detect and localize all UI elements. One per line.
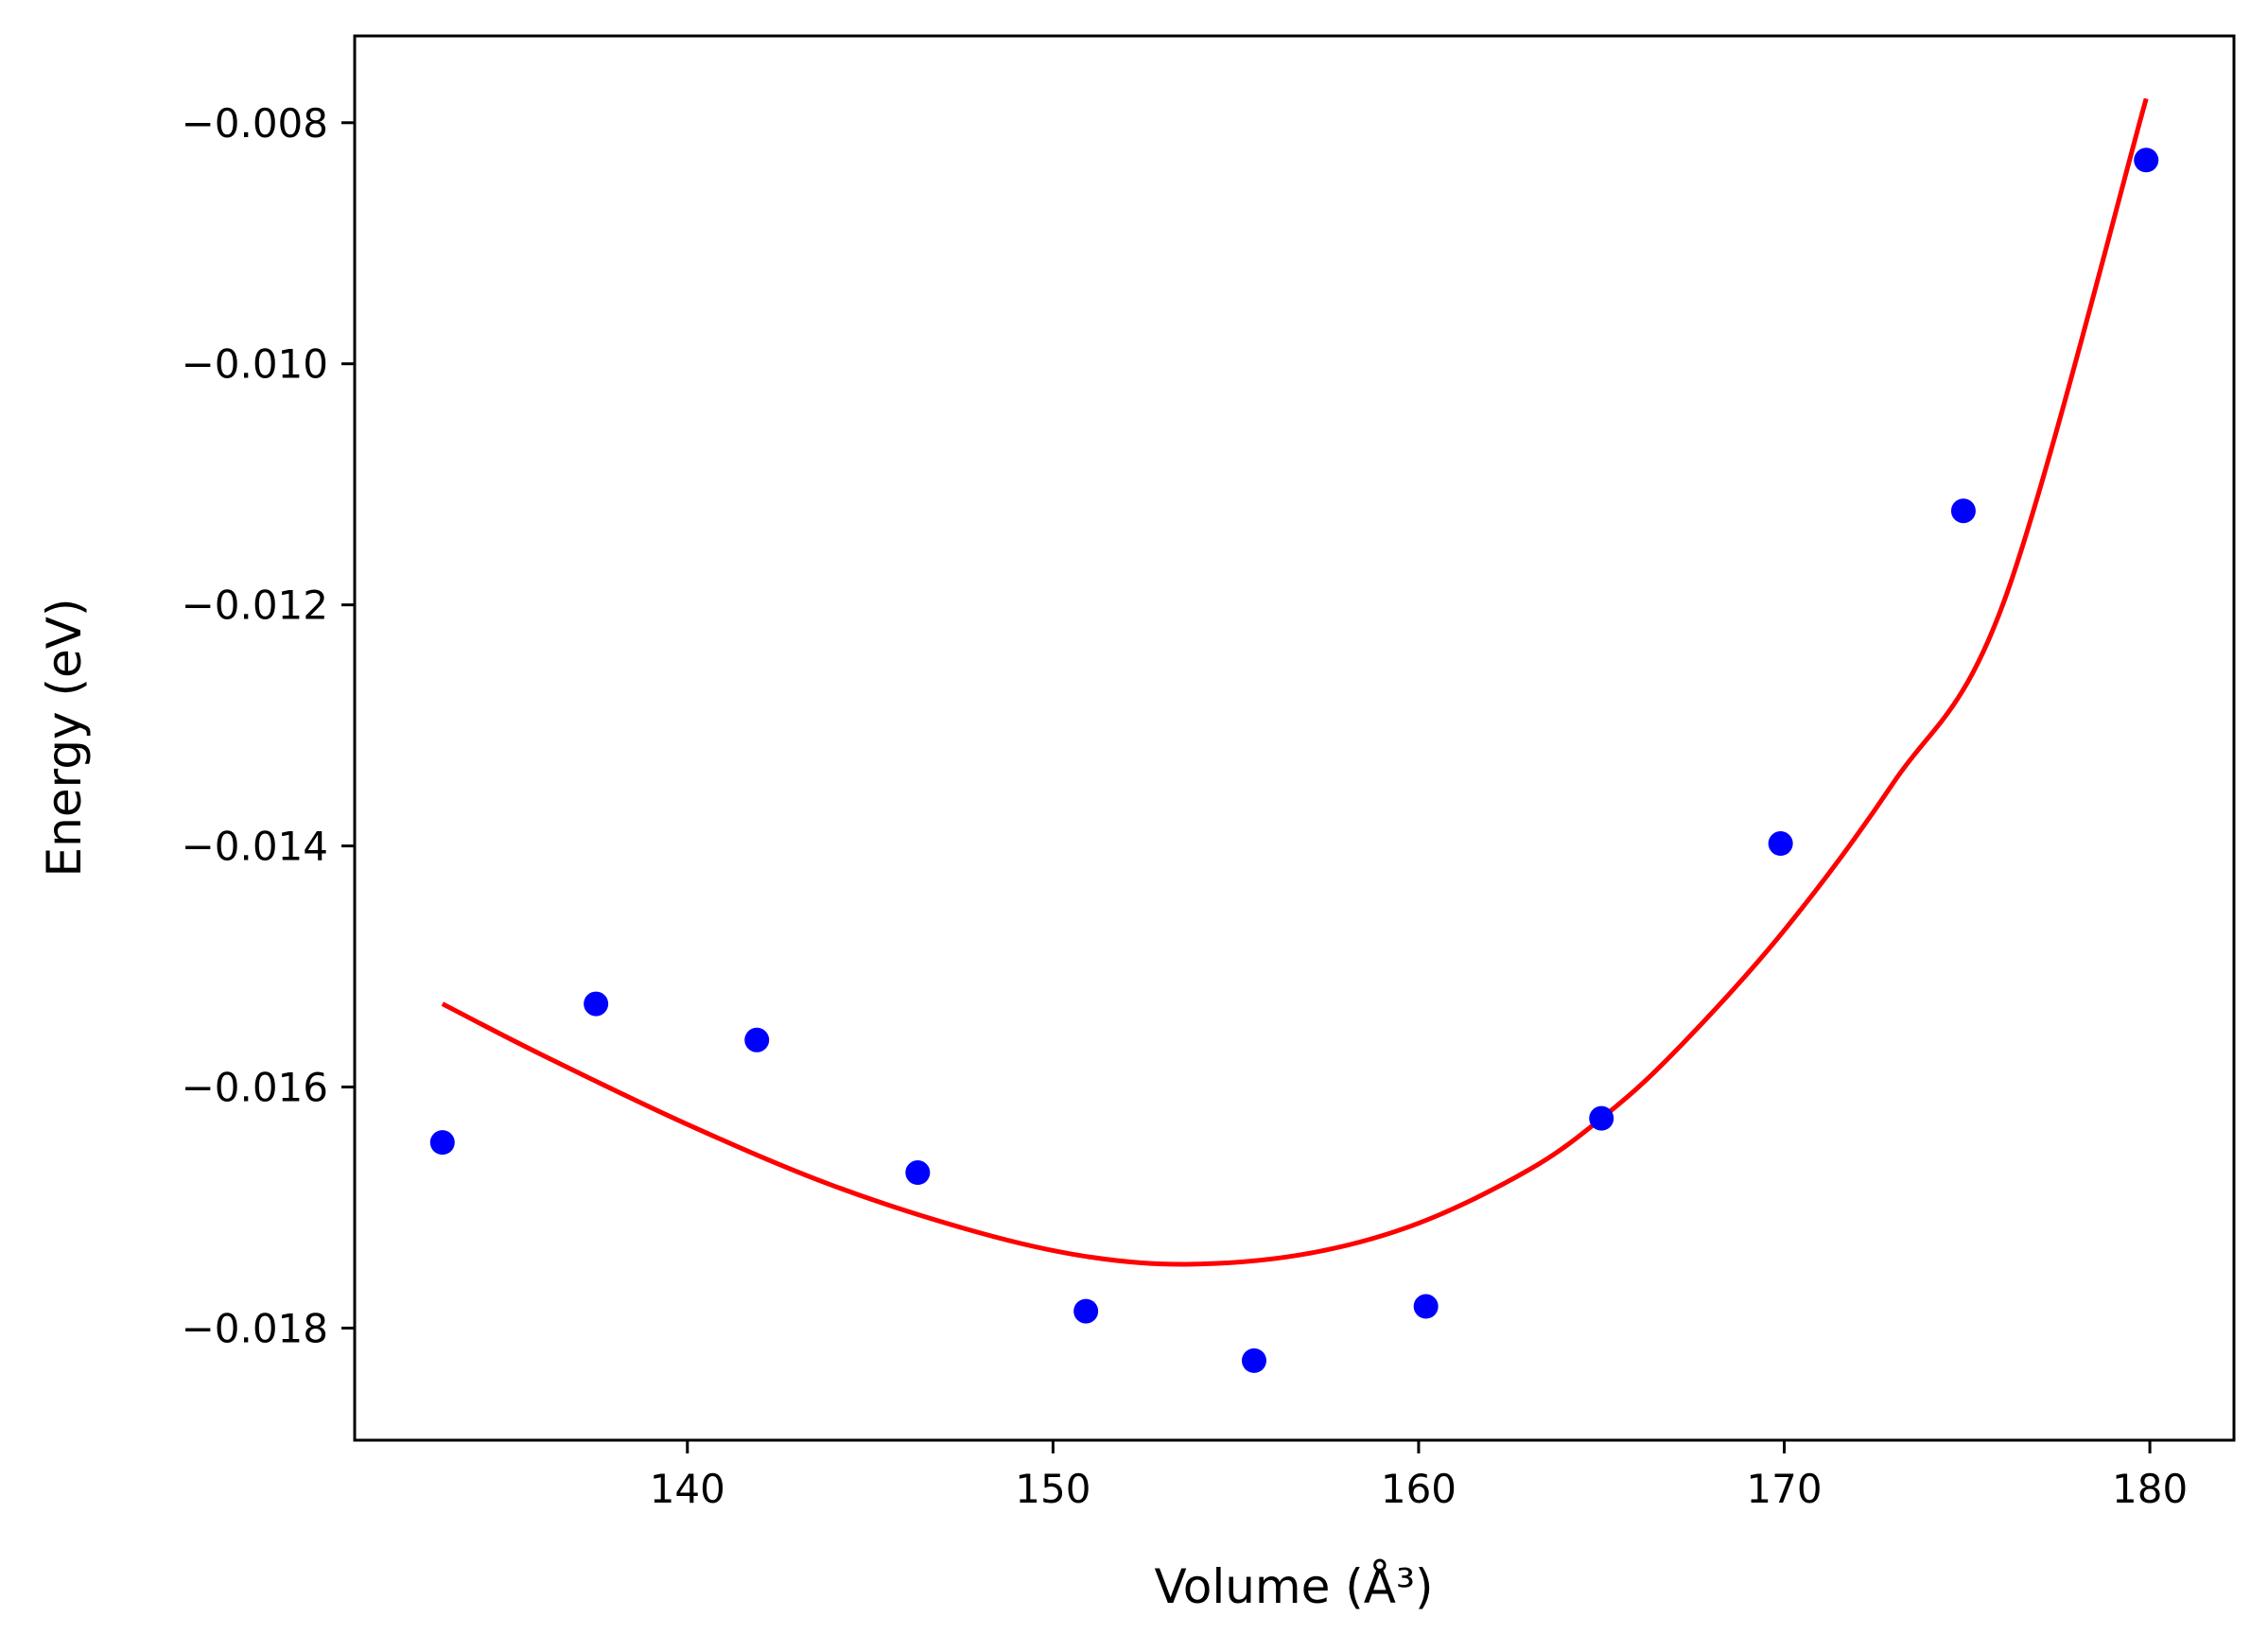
fit-curve-line xyxy=(441,97,2149,1267)
y-tick-label: −0.016 xyxy=(182,1065,328,1111)
y-tick-label: −0.010 xyxy=(182,341,328,388)
data-point xyxy=(429,1130,455,1156)
data-point xyxy=(1241,1348,1266,1373)
data-point xyxy=(1768,831,1793,857)
data-points-layer xyxy=(429,148,2159,1373)
data-point xyxy=(2134,148,2159,173)
y-tick-label: −0.008 xyxy=(182,100,328,147)
data-point xyxy=(744,1027,770,1052)
x-tick-label: 170 xyxy=(1746,1466,1822,1512)
y-axis-ticks: −0.008 −0.010 −0.012 −0.014 −0.016 −0.018 xyxy=(182,100,355,1351)
plot-background xyxy=(355,36,2234,1440)
y-axis-label: Energy (eV) xyxy=(37,599,92,878)
y-tick-label: −0.014 xyxy=(182,824,328,870)
y-tick-label: −0.018 xyxy=(182,1305,328,1351)
plot-frame xyxy=(353,34,2236,1442)
data-point xyxy=(584,991,609,1017)
data-point xyxy=(1413,1294,1439,1319)
x-tick-label: 140 xyxy=(650,1466,725,1512)
x-axis-label: Volume (Å³) xyxy=(1154,1559,1433,1614)
data-point xyxy=(1589,1105,1614,1131)
x-axis-ticks: 140 150 160 170 180 xyxy=(650,1440,2188,1512)
x-tick-label: 150 xyxy=(1015,1466,1090,1512)
data-point xyxy=(1950,498,1976,524)
x-tick-label: 160 xyxy=(1381,1466,1457,1512)
y-tick-label: −0.012 xyxy=(182,583,328,629)
data-point xyxy=(905,1160,931,1186)
x-tick-label: 180 xyxy=(2112,1466,2188,1512)
fit-curve-layer xyxy=(441,97,2149,1267)
data-point xyxy=(1073,1298,1099,1324)
